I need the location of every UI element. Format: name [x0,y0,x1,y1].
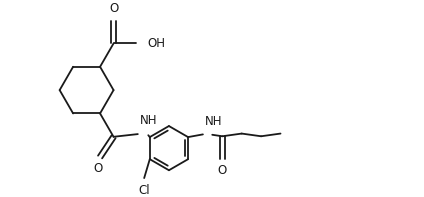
Text: Cl: Cl [138,184,150,197]
Text: NH: NH [139,114,157,127]
Text: O: O [218,164,227,177]
Text: O: O [94,162,103,175]
Text: NH: NH [205,115,222,128]
Text: O: O [109,2,118,15]
Text: OH: OH [147,37,165,50]
